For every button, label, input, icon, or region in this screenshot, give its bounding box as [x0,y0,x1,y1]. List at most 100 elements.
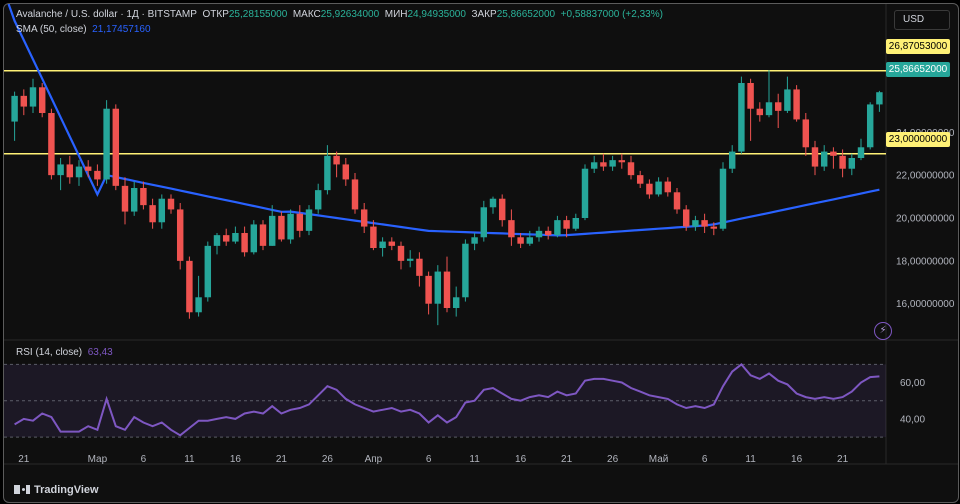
change-value: +0,58837000 (+2,33%) [560,9,663,20]
candle-body [866,104,874,148]
candle-body [176,209,184,261]
candle-body [544,230,552,236]
time-tick-label: 11 [184,454,195,465]
candle-body [204,245,212,298]
candle-body [278,215,285,240]
candle-body [324,155,331,191]
sma-legend[interactable]: SMA (50, close) 21,17457160 [16,24,151,35]
candle-body [452,297,460,308]
sma-line [7,4,880,237]
rsi-legend[interactable]: RSI (14, close) 63,43 [16,347,113,358]
high-value: 25,92634000 [320,9,380,20]
candle-body [692,220,699,227]
level-tag-upper: 26,87053000 [886,39,950,54]
candle-body [333,155,340,165]
candle-body [11,95,18,122]
candle-body [167,198,175,210]
candle-body [259,224,267,246]
open-value: 25,28155000 [228,9,288,20]
candle-body [268,215,276,246]
rsi-tick-label: 40,00 [900,414,925,425]
candle-body [130,188,138,212]
candle-body [765,102,773,116]
candle-body [839,155,846,169]
branding-text: TradingView [34,484,99,496]
candle-body [811,147,819,167]
symbol-legend: Avalanche / U.S. dollar · 1Д · BITSTAMP … [16,9,663,20]
rsi-line [14,363,880,437]
candle-body [296,213,304,231]
candle-body [287,213,294,240]
candle-body [351,179,359,210]
candle-body [701,220,708,227]
candle-body [563,220,570,229]
candle-body [186,260,193,313]
tradingview-logo-icon [14,485,30,494]
candle-body [140,188,147,206]
candle-body [590,162,598,169]
candle-body [480,207,488,238]
candle-body [710,226,718,229]
candle-body [57,164,64,176]
chart-frame: 16,00000000 18,00000000 20,00000000 22,0000… [3,3,959,503]
lightning-icon[interactable]: ⚡ [874,322,892,340]
time-tick-label: 26 [322,454,334,465]
candle-body [508,220,515,238]
candle-body [581,168,589,218]
candle-body [425,275,432,304]
candle-body [719,168,727,229]
candle-body [600,162,607,167]
candle-body [857,147,865,158]
candle-body [213,235,221,246]
candle-body [820,151,828,167]
sma-label: SMA (50, close) [16,24,87,35]
high-label: МАКС [292,9,321,20]
candle-body [222,235,230,242]
candle-body [554,220,561,236]
rsi-label: RSI (14, close) [16,347,83,358]
candle-body [738,83,745,152]
candle-body [673,192,681,210]
candle-body [618,160,626,163]
candle-body [397,245,405,261]
time-tick-label: Мар [88,454,108,465]
candle-body [379,241,386,248]
candle-body [406,258,414,261]
candle-body [526,237,534,244]
candle-body [232,233,239,242]
time-tick-label: 11 [469,454,480,465]
low-label: МИН [384,9,408,20]
candle-body [38,87,46,113]
candle-body [20,95,28,107]
candle-body [250,224,258,253]
symbol-title: Avalanche / U.S. dollar · 1Д · BITSTAMP [16,9,197,20]
candle-body [241,233,248,253]
time-tick-label: 6 [141,454,147,465]
candle-body [471,237,478,244]
candle-body [627,162,635,176]
candle-body [121,185,129,212]
currency-button[interactable]: USD [894,10,950,30]
candle-body [535,230,543,238]
close-value: 25,86652000 [496,9,556,20]
candle-body [370,226,377,248]
candle-body [112,108,120,186]
candle-body [305,209,313,231]
time-tick-label: 21 [18,454,30,465]
time-tick-label: 6 [426,454,432,465]
time-tick-label: Май [649,454,669,465]
rsi-value: 63,43 [87,347,113,358]
candle-body [360,209,368,227]
candle-body [793,89,800,120]
sma-value: 21,17457160 [92,24,151,35]
candle-body [636,175,644,184]
candle-body [342,164,350,180]
time-tick-label: 6 [702,454,708,465]
candle-body [664,181,672,193]
candle-body [416,258,423,276]
candle-body [149,205,156,223]
time-tick-label: 11 [745,454,756,465]
candle-body [830,151,837,156]
price-chart[interactable]: 16,00000000 18,00000000 20,00000000 22,0000… [4,4,958,502]
candle-body [103,108,110,180]
